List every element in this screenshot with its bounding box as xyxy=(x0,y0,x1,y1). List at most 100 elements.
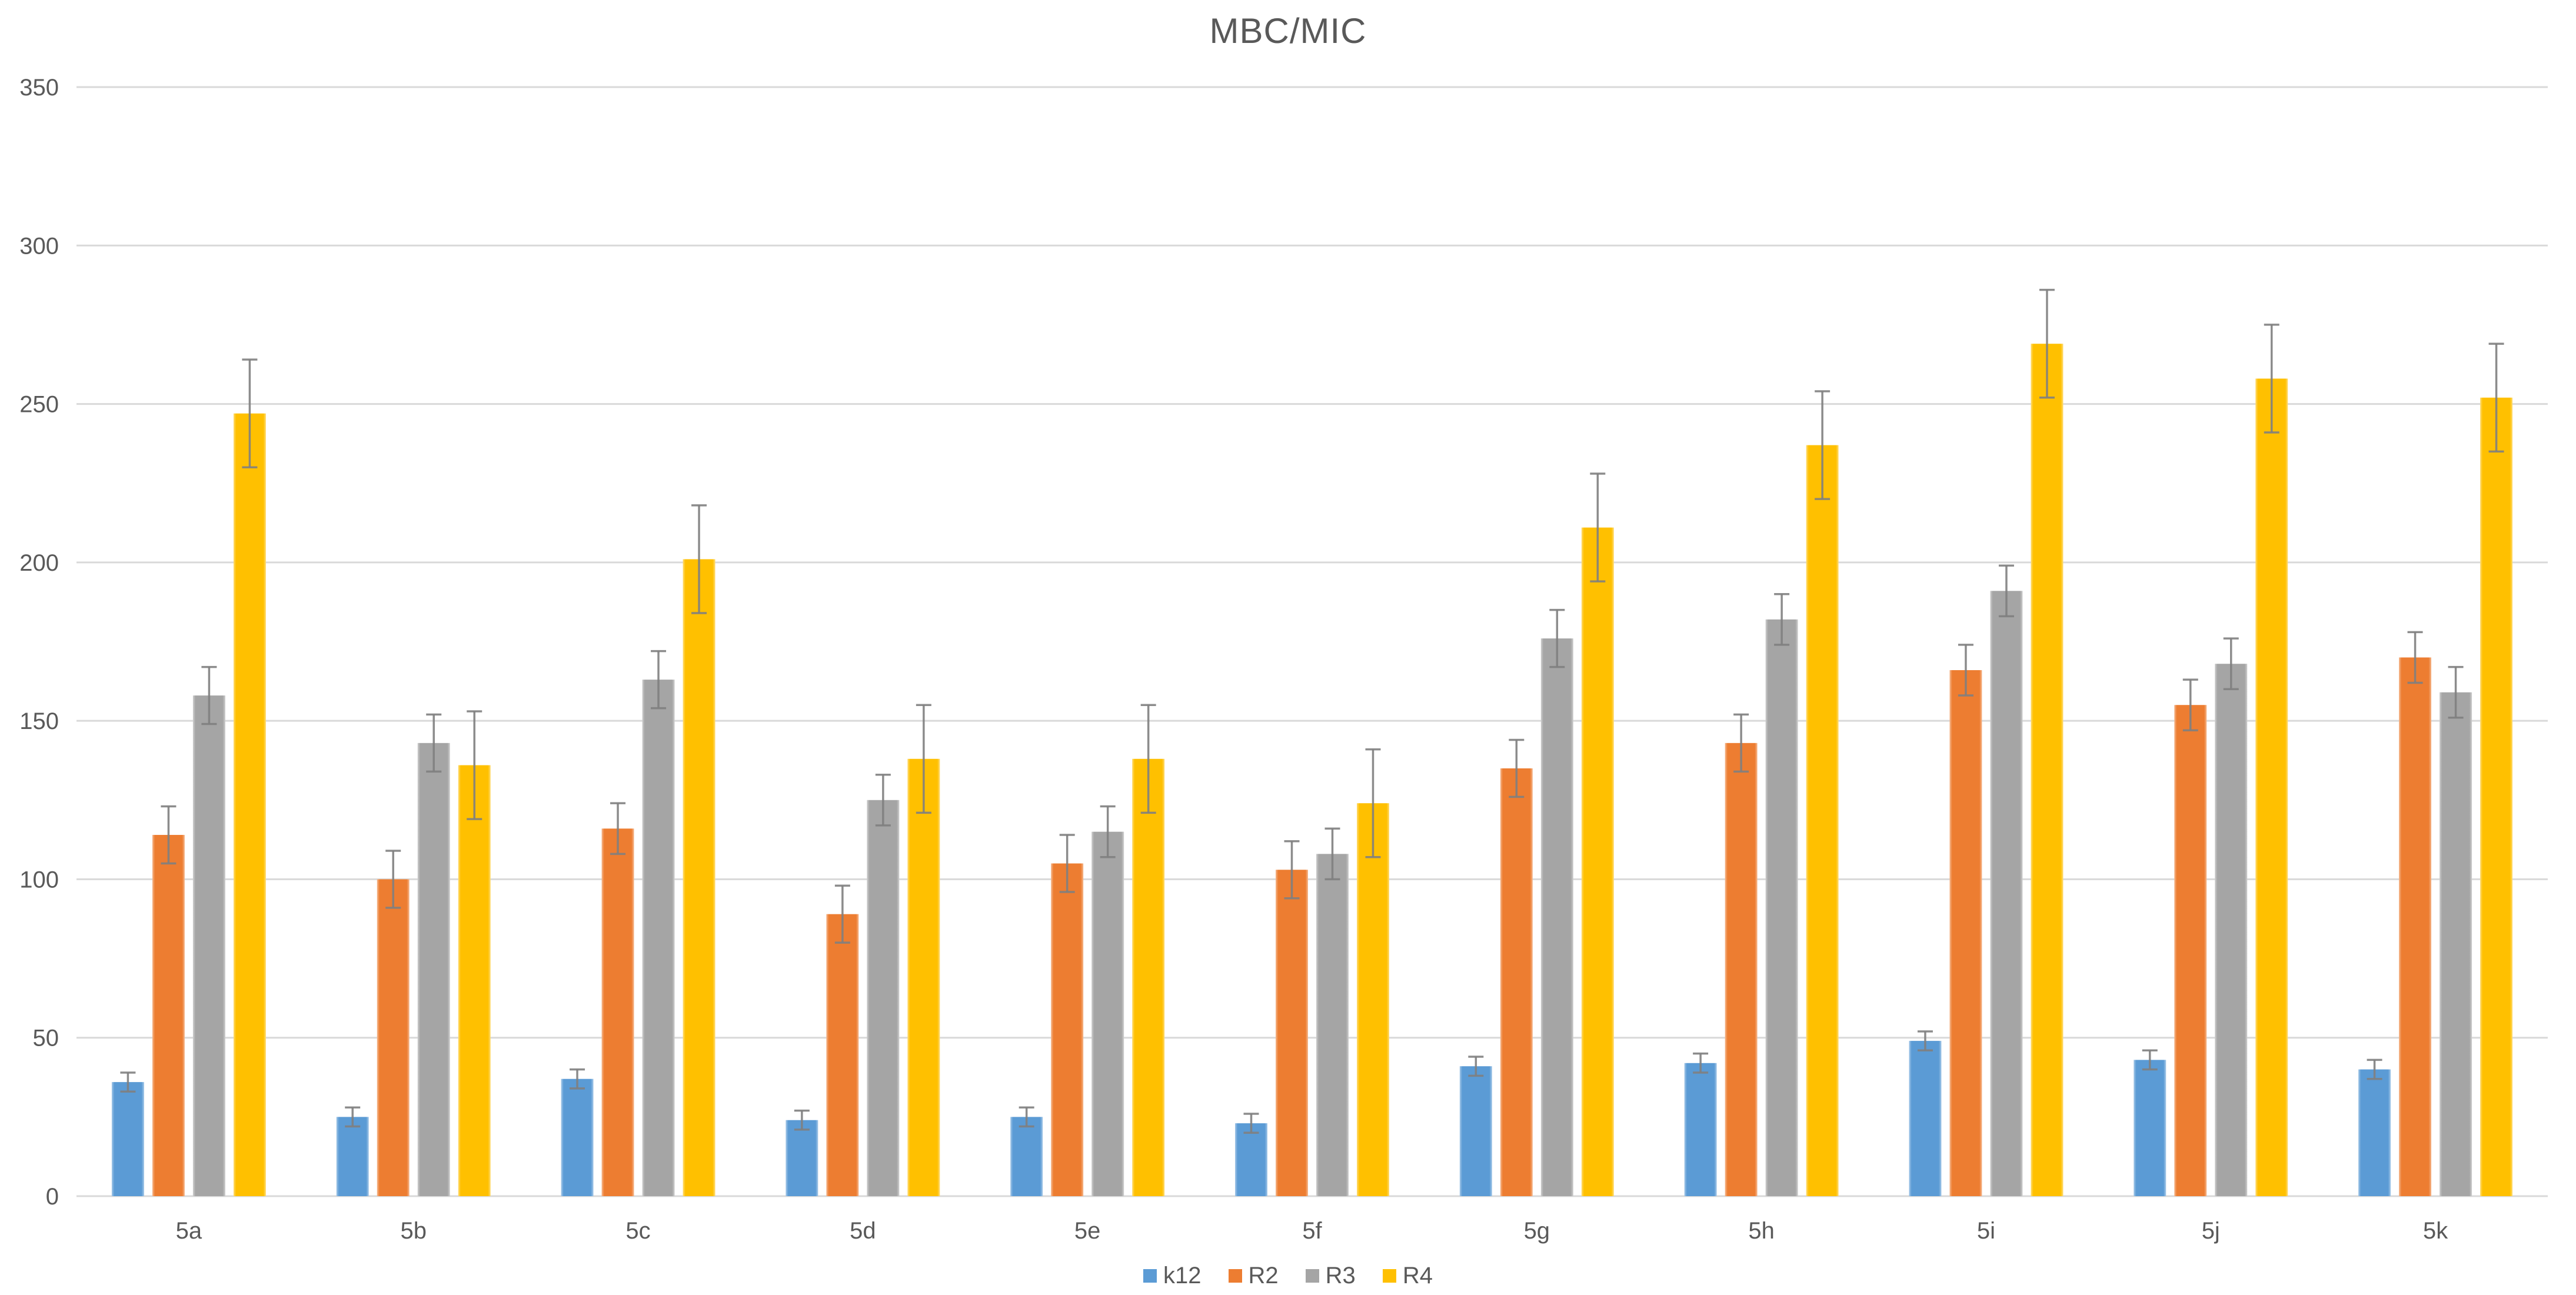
y-tick-label-350: 350 xyxy=(19,75,59,101)
error-bar-5b-R4 xyxy=(467,710,482,820)
bar-5c-R2 xyxy=(601,828,634,1196)
bar-5d-R3 xyxy=(867,800,900,1196)
error-bar-5a-R2 xyxy=(161,805,177,865)
legend-item-k12: k12 xyxy=(1143,1264,1202,1287)
x-category-label-5g: 5g xyxy=(1524,1218,1550,1244)
legend-item-R3: R3 xyxy=(1305,1263,1356,1289)
legend-swatch-R2 xyxy=(1228,1269,1242,1283)
x-category-label-5d: 5d xyxy=(850,1218,876,1244)
error-bar-5d-R2 xyxy=(834,884,850,944)
error-bar-5e-k12 xyxy=(1019,1106,1034,1128)
error-bar-5g-k12 xyxy=(1468,1056,1484,1077)
bar-5h-k12 xyxy=(1684,1063,1717,1196)
bar-5b-R2 xyxy=(377,879,410,1196)
y-tick-label-0: 0 xyxy=(46,1184,59,1210)
x-category-label-5b: 5b xyxy=(400,1218,427,1244)
bar-5k-k12 xyxy=(2358,1069,2391,1196)
bar-5c-R3 xyxy=(642,680,675,1196)
error-bar-5j-R4 xyxy=(2264,324,2279,434)
x-category-label-5e: 5e xyxy=(1074,1218,1101,1244)
error-bar-5i-k12 xyxy=(1917,1030,1933,1052)
y-tick-label-200: 200 xyxy=(19,550,59,576)
error-bar-5a-R4 xyxy=(242,358,258,469)
legend-item-R4: R4 xyxy=(1382,1263,1433,1289)
error-bar-5h-R4 xyxy=(1815,390,1831,500)
error-bar-5c-R2 xyxy=(610,802,626,855)
x-category-label-5f: 5f xyxy=(1302,1218,1322,1244)
bar-5h-R2 xyxy=(1725,743,1758,1196)
y-tick-label-150: 150 xyxy=(19,708,59,734)
bar-5a-R2 xyxy=(152,835,185,1196)
bar-5e-R3 xyxy=(1091,831,1124,1196)
legend-swatch-k12 xyxy=(1143,1269,1157,1283)
bar-5h-R3 xyxy=(1765,619,1798,1196)
error-bar-5h-R3 xyxy=(1774,592,1790,646)
legend-item-R2: R2 xyxy=(1228,1263,1279,1289)
error-bar-5g-R3 xyxy=(1549,608,1565,668)
bar-5d-R2 xyxy=(826,914,859,1196)
bar-5b-R3 xyxy=(417,743,450,1196)
x-category-label-5c: 5c xyxy=(625,1218,650,1244)
legend-label-R4: R4 xyxy=(1402,1263,1433,1289)
error-bar-5a-R3 xyxy=(201,665,217,725)
bar-5f-k12 xyxy=(1235,1123,1267,1196)
bar-5i-k12 xyxy=(1909,1041,1942,1196)
error-bar-5k-k12 xyxy=(2367,1058,2382,1080)
x-category-label-5h: 5h xyxy=(1748,1218,1775,1244)
error-bar-5c-k12 xyxy=(570,1068,585,1090)
bar-5f-R4 xyxy=(1357,803,1389,1196)
error-bar-5d-R4 xyxy=(916,704,931,814)
bar-5c-R4 xyxy=(683,559,715,1196)
bar-5e-k12 xyxy=(1010,1117,1043,1196)
error-bar-5e-R2 xyxy=(1059,834,1075,893)
y-tick-label-50: 50 xyxy=(33,1026,59,1051)
bar-5a-k12 xyxy=(111,1082,144,1196)
error-bar-5c-R3 xyxy=(651,650,667,710)
error-bar-5d-R3 xyxy=(875,773,891,827)
error-bar-5e-R3 xyxy=(1100,805,1116,858)
error-bar-5i-R4 xyxy=(2039,288,2055,399)
error-bar-5j-R3 xyxy=(2223,637,2239,691)
error-bar-5i-R2 xyxy=(1958,644,1973,697)
error-bar-5f-R2 xyxy=(1284,840,1300,900)
bar-5i-R2 xyxy=(1949,670,1982,1196)
error-bar-5f-R4 xyxy=(1365,748,1381,858)
bar-5b-k12 xyxy=(336,1117,369,1196)
error-bar-5e-R4 xyxy=(1140,704,1156,814)
legend-swatch-R4 xyxy=(1382,1269,1396,1283)
x-category-label-5i: 5i xyxy=(1977,1218,1995,1244)
error-bar-5b-R2 xyxy=(385,850,401,909)
error-bar-5f-R3 xyxy=(1324,827,1340,881)
bar-5j-R3 xyxy=(2215,664,2248,1196)
error-bar-5c-R4 xyxy=(691,504,707,614)
bar-5a-R4 xyxy=(233,413,266,1197)
error-bar-5f-k12 xyxy=(1243,1113,1259,1134)
bar-5j-k12 xyxy=(2134,1060,2166,1196)
bar-5g-R2 xyxy=(1500,768,1533,1196)
bar-5c-k12 xyxy=(561,1078,594,1196)
error-bar-5k-R3 xyxy=(2448,665,2464,719)
legend-label-R3: R3 xyxy=(1325,1263,1356,1289)
bar-5f-R2 xyxy=(1276,870,1308,1196)
error-bar-5a-k12 xyxy=(120,1071,136,1093)
bar-5j-R2 xyxy=(2174,705,2207,1196)
error-bar-5h-k12 xyxy=(1693,1052,1709,1074)
x-category-label-5j: 5j xyxy=(2202,1218,2220,1244)
legend-label-R2: R2 xyxy=(1248,1263,1279,1289)
error-bar-5j-R2 xyxy=(2182,678,2198,732)
error-bar-5i-R3 xyxy=(1998,564,2014,618)
bar-5e-R2 xyxy=(1051,863,1084,1196)
bar-5k-R4 xyxy=(2480,397,2513,1196)
y-tick-label-100: 100 xyxy=(19,867,59,893)
error-bar-5k-R4 xyxy=(2488,342,2504,453)
error-bar-5g-R2 xyxy=(1509,738,1525,798)
bar-5g-R4 xyxy=(1581,527,1614,1196)
y-tick-label-300: 300 xyxy=(19,233,59,259)
bar-5d-k12 xyxy=(786,1120,818,1196)
bar-5i-R3 xyxy=(1990,591,2023,1196)
error-bar-5j-k12 xyxy=(2142,1049,2158,1071)
y-tick-label-250: 250 xyxy=(19,392,59,418)
bar-5d-R4 xyxy=(907,758,940,1196)
legend: k12 R2 R3 R4 xyxy=(0,1264,2576,1287)
